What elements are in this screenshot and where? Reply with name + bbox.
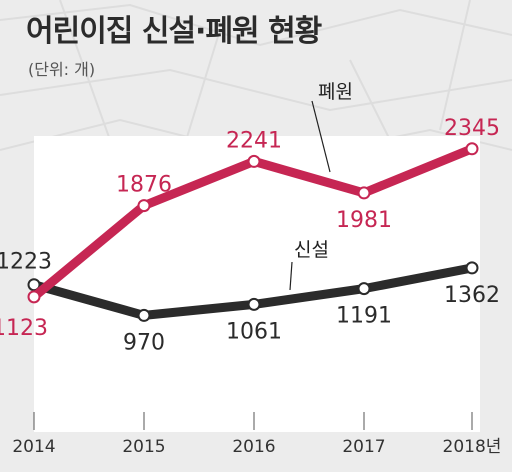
series-callout-line — [289, 261, 293, 291]
data-label: 1123 — [0, 316, 48, 341]
data-point — [137, 199, 151, 213]
chart-subtitle: (단위: 개) — [28, 60, 96, 79]
chart-title: 어린이집 신설·폐원 현황 — [26, 14, 322, 49]
data-label: 1191 — [336, 304, 392, 329]
data-label: 1362 — [444, 283, 500, 308]
series-layer: 1123 1876 2241 1981 2345 1223 970 1061 1191 1362 폐… — [0, 81, 500, 355]
plot-area — [34, 136, 480, 432]
data-point — [27, 278, 41, 292]
data-point — [137, 308, 151, 322]
data-label: 1876 — [116, 173, 172, 198]
data-point — [27, 290, 41, 304]
x-tick-label: 2015 — [122, 437, 165, 457]
data-point — [465, 142, 479, 156]
x-axis: 2014 2015 2016 2017 2018년 — [12, 412, 501, 457]
data-label: 1061 — [226, 319, 282, 344]
x-tick-label: 2014 — [12, 437, 55, 457]
data-label: 970 — [123, 330, 165, 355]
data-label: 1223 — [0, 250, 52, 275]
data-label: 2241 — [226, 128, 282, 153]
series-name-label: 폐원 — [318, 81, 353, 103]
data-point — [357, 282, 371, 296]
data-point — [465, 261, 479, 275]
x-tick-label: 2016 — [232, 437, 275, 457]
x-tick-label: 2018년 — [443, 437, 502, 457]
series-callout-line — [311, 100, 331, 173]
data-point — [247, 297, 261, 311]
data-label: 1981 — [336, 208, 392, 233]
data-label: 2345 — [444, 116, 500, 141]
series-name-label: 신설 — [294, 239, 329, 261]
x-tick-label: 2017 — [342, 437, 385, 457]
data-point — [247, 154, 261, 168]
data-point — [357, 186, 371, 200]
